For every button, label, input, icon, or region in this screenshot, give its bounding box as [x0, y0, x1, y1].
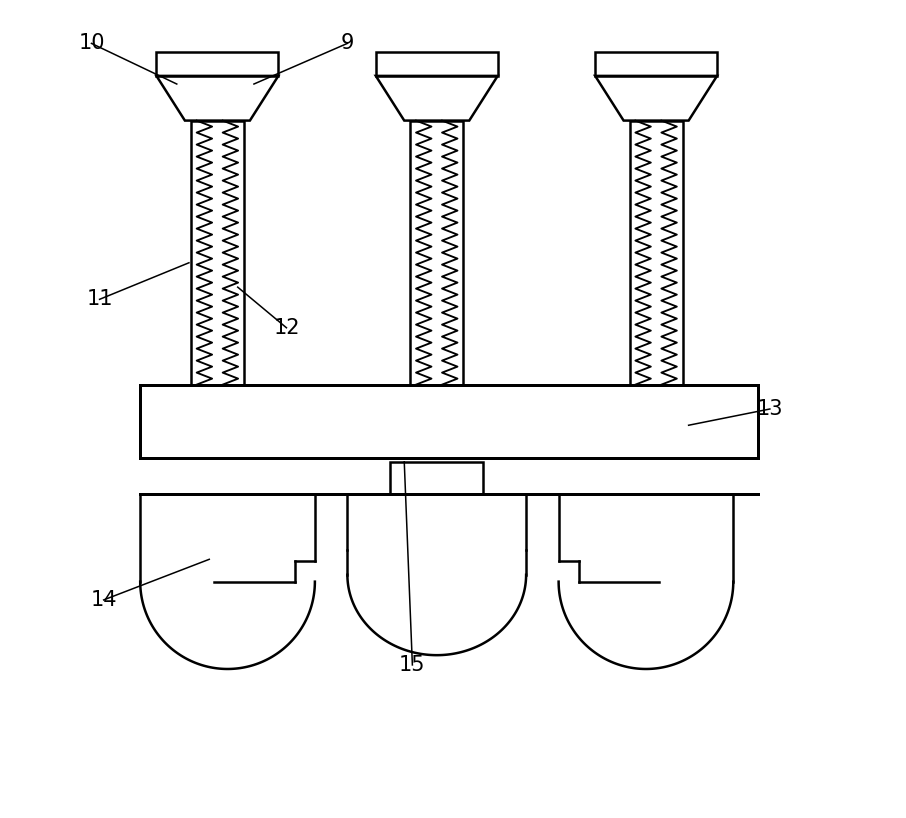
Text: 13: 13 — [757, 399, 783, 419]
Text: 12: 12 — [274, 317, 300, 338]
Text: 15: 15 — [400, 655, 426, 675]
Text: 9: 9 — [341, 34, 354, 53]
Text: 14: 14 — [91, 590, 117, 610]
Text: 11: 11 — [86, 290, 113, 309]
Text: 10: 10 — [78, 34, 105, 53]
